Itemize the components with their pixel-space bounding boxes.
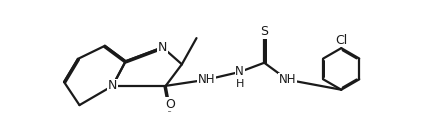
Text: NH: NH: [198, 73, 215, 86]
Text: N: N: [108, 79, 117, 92]
Text: N: N: [158, 41, 168, 54]
Text: N: N: [235, 66, 244, 79]
Text: Cl: Cl: [335, 34, 347, 47]
Text: H: H: [236, 79, 244, 89]
Text: O: O: [165, 98, 175, 111]
Text: NH: NH: [278, 73, 296, 86]
Text: S: S: [260, 25, 268, 38]
